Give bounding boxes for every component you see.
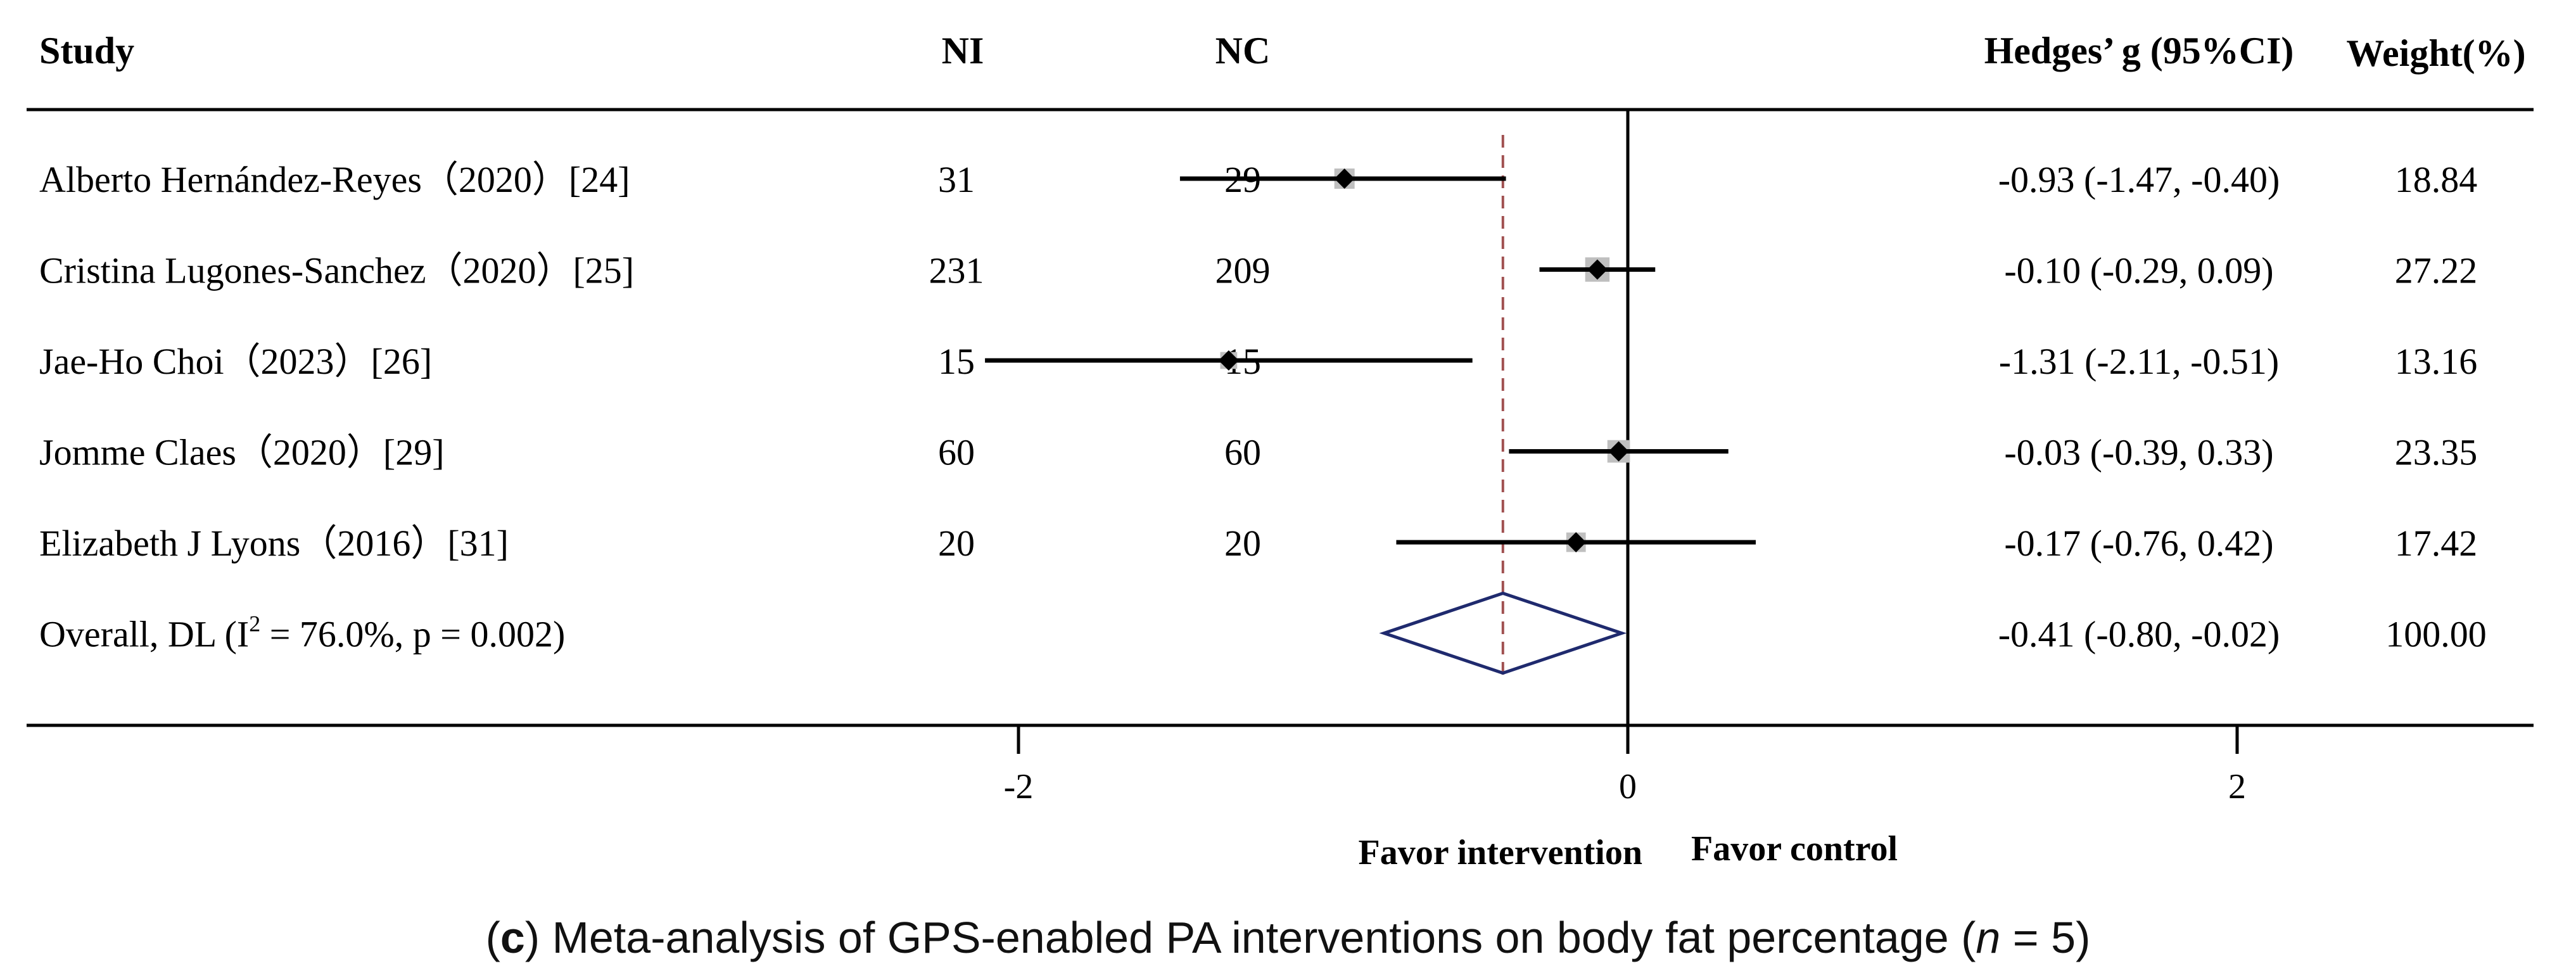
ni-value: 231: [929, 250, 984, 291]
forest-plot: Study NI NC Hedges’ g (95%CI) Weight(%) …: [27, 30, 2534, 872]
overall-weight: 100.00: [2385, 614, 2487, 655]
point-estimate: [1218, 350, 1239, 371]
weight-value: 27.22: [2395, 250, 2478, 291]
weight-value: 18.84: [2395, 159, 2478, 200]
x-tick-label: 2: [2228, 767, 2246, 806]
caption-letter: c: [500, 913, 525, 962]
header-nc: NC: [1215, 30, 1271, 72]
nc-value: 209: [1215, 250, 1271, 291]
ni-value: 20: [938, 523, 975, 564]
caption-text: ) Meta-analysis of GPS-enabled PA interv…: [524, 913, 1976, 962]
overall-diamond: [1379, 591, 1627, 675]
ni-value: 15: [938, 341, 975, 382]
weight-value: 23.35: [2395, 432, 2478, 473]
x-tick-label: 0: [1619, 767, 1637, 806]
point-estimate: [1608, 441, 1629, 462]
effect-ci-text: -1.31 (-2.11, -0.51): [1999, 341, 2279, 382]
weight-value: 17.42: [2395, 523, 2478, 564]
study-label: Alberto Hernández-Reyes（2020）[24]: [39, 159, 630, 200]
x-tick-label: -2: [1004, 767, 1034, 806]
ni-value: 31: [938, 159, 975, 200]
figure-caption: (c) Meta-analysis of GPS-enabled PA inte…: [485, 913, 2091, 962]
study-label: Cristina Lugones-Sanchez（2020）[25]: [39, 250, 634, 291]
study-label: Jomme Claes（2020）[29]: [39, 432, 445, 473]
effect-ci-text: -0.03 (-0.39, 0.33): [2004, 432, 2273, 473]
overall-label-prefix: Overall, DL (I: [39, 614, 249, 655]
nc-value: 60: [1224, 432, 1261, 473]
header-effect: Hedges’ g (95%CI): [1984, 30, 2294, 72]
overall-ci-text: -0.41 (-0.80, -0.02): [1998, 614, 2280, 655]
caption-text-end: = 5): [2000, 913, 2091, 962]
caption-n: n: [1976, 913, 2001, 962]
header-weight: Weight(%): [2346, 32, 2525, 74]
point-estimate: [1566, 532, 1587, 552]
study-label: Elizabeth J Lyons（2016）[31]: [39, 523, 509, 564]
study-label: Jae-Ho Choi（2023）[26]: [39, 341, 432, 382]
header-ni: NI: [942, 30, 984, 72]
overall-label-suffix: = 76.0%, p = 0.002): [260, 614, 565, 655]
overall-label-superscript: 2: [249, 611, 260, 637]
point-estimate: [1587, 259, 1608, 280]
favor-control-label: Favor control: [1691, 829, 1898, 869]
nc-value: 20: [1224, 523, 1261, 564]
effect-ci-text: -0.10 (-0.29, 0.09): [2004, 250, 2273, 291]
favor-intervention-label: Favor intervention: [1359, 833, 1642, 872]
header-study: Study: [39, 30, 134, 72]
ni-value: 60: [938, 432, 975, 473]
effect-ci-text: -0.93 (-1.47, -0.40): [1998, 159, 2280, 200]
overall-label: Overall, DL (I2 = 76.0%, p = 0.002): [39, 611, 565, 655]
point-estimate: [1334, 169, 1355, 189]
effect-ci-text: -0.17 (-0.76, 0.42): [2004, 523, 2273, 564]
weight-value: 13.16: [2395, 341, 2478, 382]
